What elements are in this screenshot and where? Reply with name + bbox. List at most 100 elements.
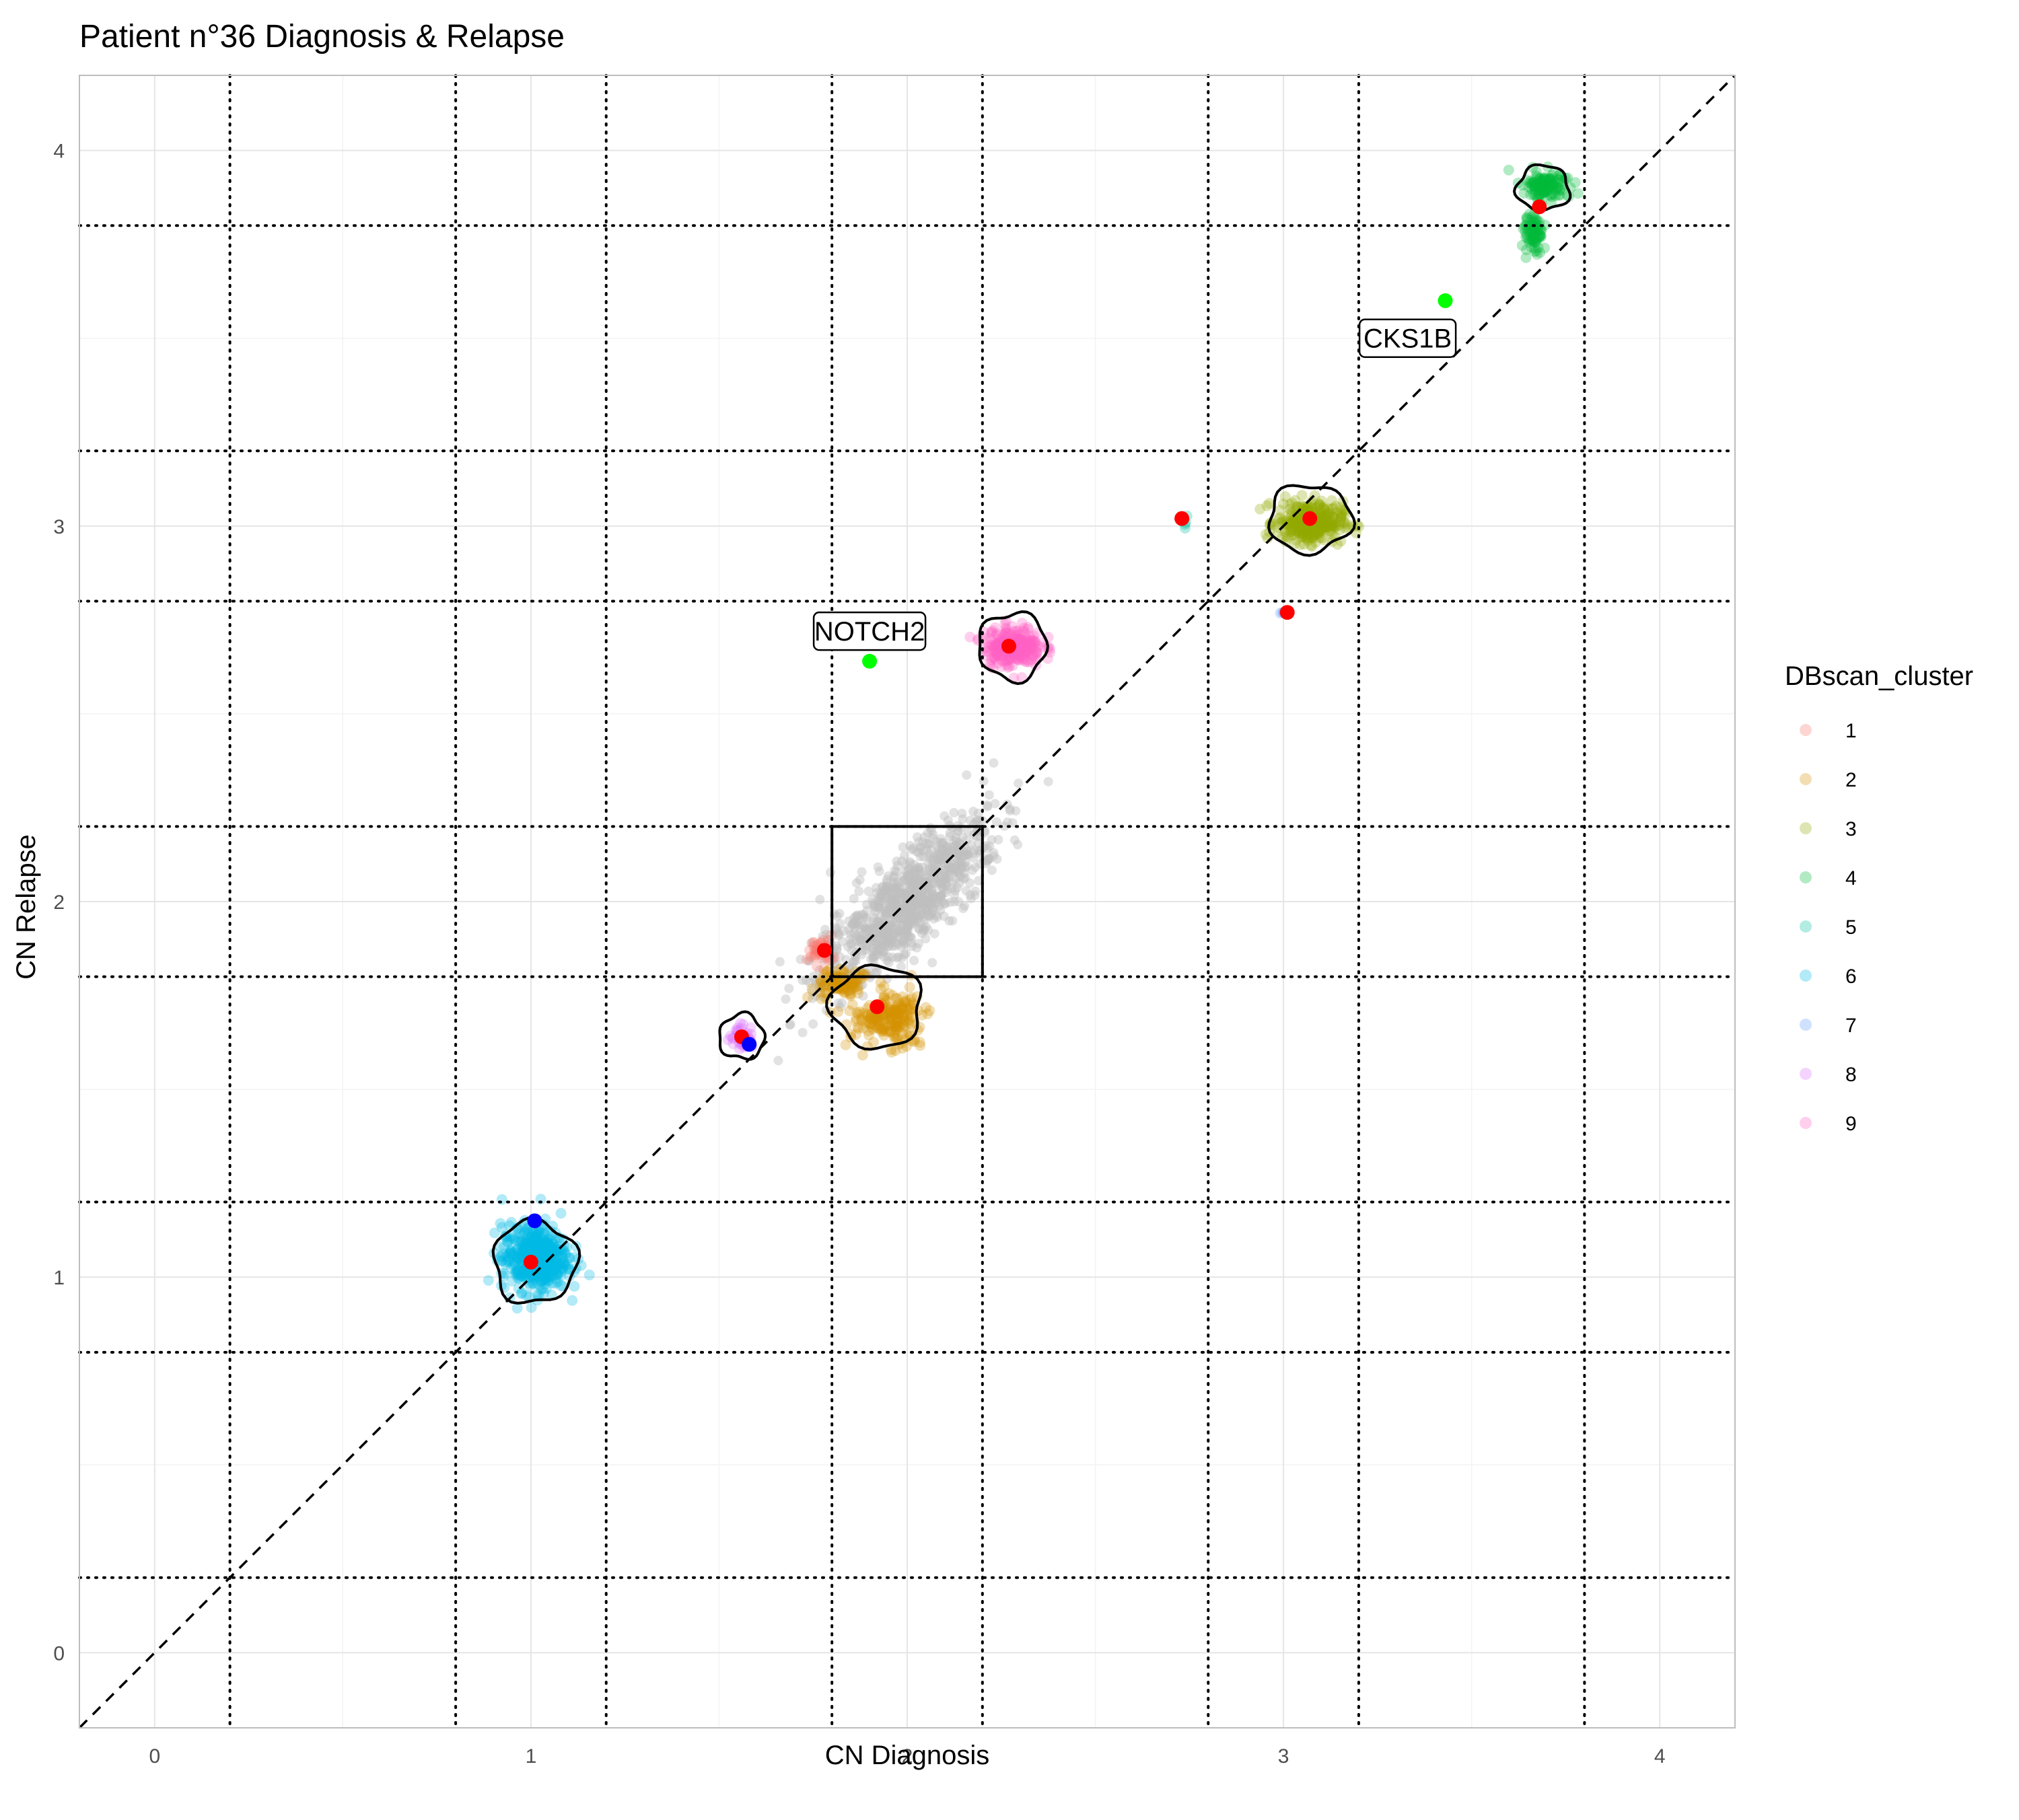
cluster-6-point — [540, 1264, 552, 1275]
background-point — [913, 888, 923, 898]
background-point — [953, 857, 963, 867]
cluster-1-point — [807, 937, 818, 949]
cluster-6-point — [520, 1290, 532, 1301]
legend-key-5 — [1800, 920, 1812, 933]
background-point — [902, 919, 913, 929]
cluster-9-point — [1014, 639, 1025, 650]
cluster-6-point — [544, 1248, 556, 1260]
cluster-4-point — [1543, 174, 1555, 186]
background-point — [915, 852, 925, 862]
background-point — [910, 871, 920, 881]
cluster-4-point — [1542, 180, 1553, 192]
background-point — [922, 838, 932, 848]
cluster-6-point — [534, 1243, 545, 1255]
cluster-6-point — [533, 1246, 544, 1258]
background-point — [881, 881, 891, 891]
background-point — [844, 924, 854, 935]
cluster-6-point — [511, 1251, 523, 1263]
cluster-3-point — [1304, 523, 1316, 535]
cluster-3-point — [1327, 517, 1339, 528]
background-point — [876, 929, 886, 939]
cluster-6-point — [522, 1238, 533, 1249]
cluster-6-point — [557, 1252, 569, 1264]
cluster-9-point — [1016, 672, 1028, 684]
cluster-3-point — [1330, 501, 1341, 512]
background-point — [913, 847, 923, 857]
background-point — [878, 881, 888, 891]
cluster-1-point — [808, 937, 820, 948]
cluster-9-point — [1022, 622, 1034, 633]
background-point — [855, 935, 865, 945]
background-point — [990, 799, 1000, 809]
cluster-6-point — [551, 1263, 563, 1274]
cluster-6-point — [496, 1194, 507, 1205]
cluster-6-point — [502, 1254, 513, 1266]
cluster-6-point — [521, 1237, 532, 1249]
cluster-4-point — [1537, 185, 1549, 196]
background-point — [953, 850, 963, 860]
cluster-9-point — [983, 646, 994, 657]
background-point — [898, 936, 909, 946]
cluster-2-point — [850, 1029, 861, 1040]
background-point — [937, 897, 947, 907]
centroid-marker — [1302, 511, 1318, 526]
cluster-3-point — [1335, 511, 1347, 522]
cluster-3-point — [1323, 512, 1335, 523]
cluster-6-point — [499, 1231, 511, 1242]
background-point — [886, 895, 896, 905]
cluster-3-point — [1306, 540, 1317, 551]
background-point — [907, 876, 917, 886]
cluster-4-point — [1532, 215, 1543, 226]
background-point — [874, 891, 884, 902]
cluster-4-point — [1542, 180, 1553, 191]
cluster-6-point — [553, 1247, 564, 1259]
background-point — [847, 938, 857, 948]
background-point — [882, 941, 892, 951]
cluster-3-point — [1304, 525, 1316, 536]
cluster-9-point — [1003, 628, 1014, 639]
cluster-6-point — [511, 1255, 523, 1266]
background-point — [911, 904, 921, 914]
cluster-3-point — [1286, 497, 1298, 509]
cluster-3-point — [1294, 521, 1305, 532]
background-point — [915, 918, 925, 929]
cluster-3-point — [1305, 526, 1316, 538]
cluster-4-point — [1530, 233, 1542, 245]
cluster-4-point — [1552, 182, 1563, 193]
background-point — [849, 913, 859, 923]
background-point — [861, 941, 871, 951]
background-point — [913, 875, 923, 885]
cluster-3-point — [1290, 505, 1302, 516]
background-point — [940, 865, 950, 875]
cluster-6-point — [501, 1251, 513, 1262]
cluster-6-point — [540, 1244, 552, 1255]
cluster-outline — [491, 1216, 581, 1305]
cluster-9-point — [1020, 656, 1031, 667]
background-point — [857, 867, 867, 877]
background-point — [857, 920, 867, 931]
cluster-9-point — [990, 639, 1001, 650]
cluster-6-point — [518, 1269, 530, 1280]
background-point — [878, 929, 888, 939]
cluster-6-point — [548, 1244, 560, 1255]
background-point — [866, 954, 876, 964]
background-point — [852, 912, 862, 922]
background-point — [913, 939, 923, 949]
cluster-4-point — [1535, 230, 1547, 242]
cluster-4-point — [1554, 177, 1565, 188]
cluster-2-point — [818, 982, 829, 993]
background-point — [931, 898, 941, 908]
background-point — [894, 914, 905, 924]
cluster-3-point — [1322, 522, 1334, 534]
cluster-9-point — [987, 641, 999, 652]
cluster-4-point — [1535, 188, 1547, 199]
background-point — [923, 896, 933, 906]
background-point — [950, 889, 960, 900]
cluster-6-point — [495, 1251, 506, 1263]
cluster-2-point — [821, 966, 833, 978]
cluster-6-point — [548, 1251, 559, 1263]
cluster-3-point — [1313, 501, 1324, 512]
cluster-9-point — [989, 644, 1000, 655]
